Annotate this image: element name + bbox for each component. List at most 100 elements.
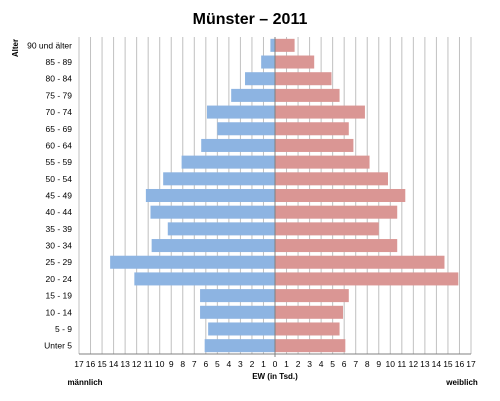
bar-female (275, 339, 346, 353)
x-tick-label: 6 (203, 359, 208, 369)
bars-group (110, 38, 459, 353)
x-tick-label: 5 (330, 359, 335, 369)
x-tick-label: 11 (397, 359, 406, 369)
bar-male (145, 188, 275, 203)
bar-female (275, 122, 349, 136)
bar-female (275, 105, 365, 119)
x-tick-label: 8 (180, 359, 185, 369)
bar-male (151, 239, 275, 253)
x-tick-label: 9 (376, 359, 381, 369)
bar-male (217, 122, 275, 136)
x-tick-label: 11 (144, 359, 153, 369)
x-tick-label: 3 (238, 359, 243, 369)
age-group-labels: 90 und älter 85 - 89 80 - 84 75 - 79 70 - 74… (27, 40, 72, 350)
x-tick-label: 4 (227, 359, 232, 369)
bar-female (275, 188, 406, 203)
age-group-label: 30 - 34 (46, 241, 73, 251)
bar-male (167, 222, 275, 236)
age-group-label: Unter 5 (44, 341, 72, 351)
x-tick-label: 12 (132, 359, 142, 369)
x-tick-label: 2 (250, 359, 255, 369)
age-group-label: 85 - 89 (46, 57, 73, 67)
bar-male (200, 305, 275, 319)
bar-female (275, 138, 354, 152)
bar-female (275, 289, 349, 303)
x-tick-label: 10 (155, 359, 165, 369)
bar-female (275, 239, 398, 253)
bar-female (275, 305, 344, 319)
x-tick-labels: 17 16 15 14 13 12 11 10 9 8 7 6 5 4 3 2 1 0 1 2 3 4 5 6 7 8 9 10 11 1… (74, 359, 476, 369)
age-group-label: 65 - 69 (46, 124, 73, 134)
bar-male (261, 55, 275, 69)
x-tick-label: 15 (97, 359, 107, 369)
age-group-label: 20 - 24 (46, 274, 73, 284)
y-axis-label: Alter (11, 39, 20, 57)
age-group-label: 60 - 64 (46, 140, 73, 150)
age-group-label: 25 - 29 (46, 257, 73, 267)
x-tick-label: 17 (74, 359, 84, 369)
age-group-label: 90 und älter (27, 40, 72, 50)
bar-female (275, 205, 398, 219)
bar-female (275, 88, 340, 102)
age-group-label: 75 - 79 (46, 90, 73, 100)
x-tick-label: 2 (296, 359, 301, 369)
x-tick-label: 6 (342, 359, 347, 369)
x-tick-label: 9 (169, 359, 174, 369)
age-group-label: 40 - 44 (46, 207, 73, 217)
x-tick-label: 14 (432, 359, 442, 369)
x-tick-label: 14 (109, 359, 119, 369)
age-group-label: 10 - 14 (46, 307, 73, 317)
age-group-label: 35 - 39 (46, 224, 73, 234)
x-tick-label: 7 (353, 359, 358, 369)
x-tick-label: 0 (273, 359, 278, 369)
right-side-label: weiblich (445, 378, 478, 387)
bar-male (200, 289, 275, 303)
x-tick-label: 3 (307, 359, 312, 369)
x-tick-label: 1 (261, 359, 266, 369)
bar-male (110, 255, 275, 269)
bar-female (275, 72, 332, 86)
bar-male (270, 38, 275, 52)
left-side-label: männlich (67, 378, 102, 387)
x-tick-label: 12 (409, 359, 419, 369)
bar-male (150, 205, 275, 219)
bar-male (208, 322, 275, 336)
age-group-label: 55 - 59 (46, 157, 73, 167)
bar-male (134, 272, 275, 286)
age-group-label: 70 - 74 (46, 107, 73, 117)
x-tick-label: 5 (215, 359, 220, 369)
bar-female (275, 272, 459, 286)
bar-female (275, 172, 388, 186)
chart-title: Münster – 2011 (193, 11, 308, 28)
x-tick-label: 16 (455, 359, 465, 369)
bar-female (275, 322, 340, 336)
bar-male (206, 105, 275, 119)
bar-male (245, 72, 275, 86)
x-tick-label: 13 (420, 359, 430, 369)
bar-female (275, 155, 370, 169)
x-tick-label: 15 (443, 359, 453, 369)
x-tick-label: 1 (284, 359, 289, 369)
x-tick-label: 16 (86, 359, 96, 369)
bar-male (181, 155, 275, 169)
bar-female (275, 55, 315, 69)
x-tick-label: 8 (365, 359, 370, 369)
x-tick-label: 17 (466, 359, 476, 369)
x-tick-label: 4 (319, 359, 324, 369)
age-group-label: 15 - 19 (46, 291, 73, 301)
bar-female (275, 255, 445, 269)
bar-male (201, 138, 275, 152)
x-axis-label: EW (in Tsd.) (252, 372, 298, 381)
x-tick-label: 10 (386, 359, 396, 369)
bar-female (275, 38, 295, 52)
age-group-label: 45 - 49 (46, 191, 73, 201)
bar-male (231, 88, 275, 102)
age-group-label: 50 - 54 (46, 174, 73, 184)
age-group-label: 80 - 84 (46, 74, 73, 84)
bar-male (204, 339, 275, 353)
bar-female (275, 222, 379, 236)
bar-male (163, 172, 275, 186)
x-tick-label: 7 (192, 359, 197, 369)
age-group-label: 5 - 9 (55, 324, 72, 334)
